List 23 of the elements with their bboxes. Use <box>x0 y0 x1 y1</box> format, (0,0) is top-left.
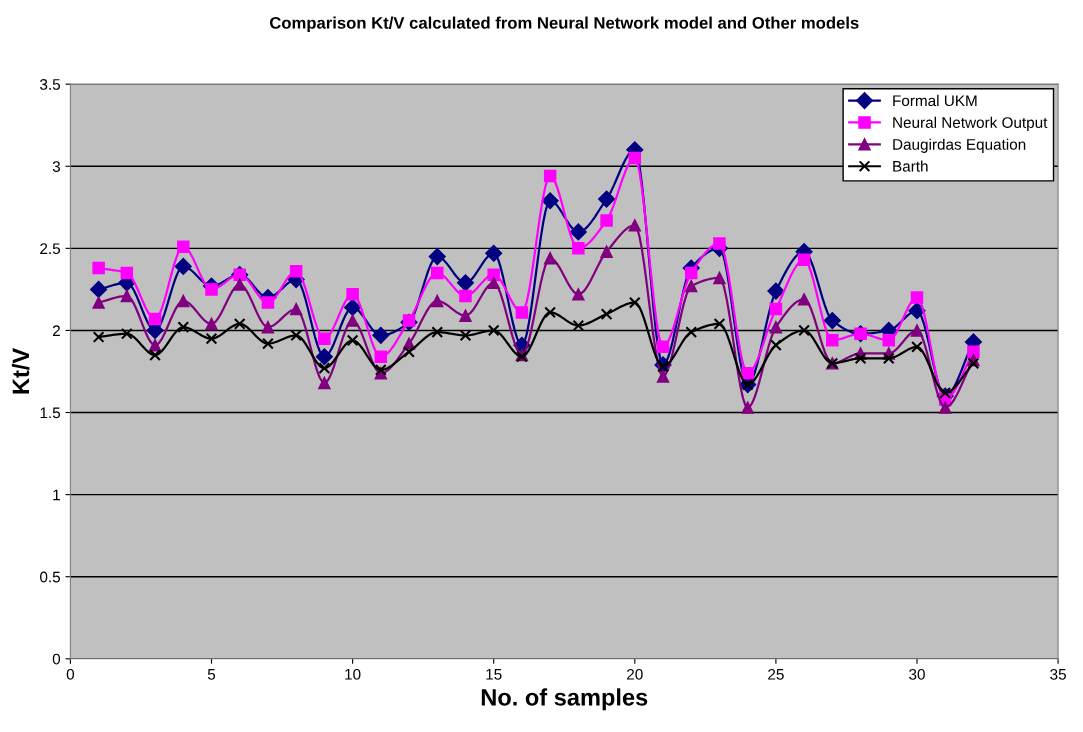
legend-label: Daugirdas Equation <box>893 138 1026 153</box>
y-tick-label: 0 <box>52 653 61 665</box>
legend-label: Neural Network Output <box>893 116 1048 131</box>
x-tick-label: 15 <box>486 669 502 680</box>
legend-label: Barth <box>893 160 928 172</box>
y-tick-label: 3.5 <box>40 79 61 90</box>
x-tick-label: 35 <box>1050 668 1066 680</box>
x-tick-label: 20 <box>627 668 643 680</box>
y-axis-title: Kt/V <box>11 348 30 394</box>
x-tick-label: 25 <box>768 668 784 680</box>
x-tick-label: 5 <box>207 669 216 680</box>
y-tick-label: 3 <box>52 161 60 172</box>
x-tick-label: 0 <box>66 668 75 680</box>
y-tick-label: 1.5 <box>40 407 61 419</box>
x-tick-label: 30 <box>909 668 925 680</box>
y-tick-label: 2 <box>52 325 60 336</box>
y-tick-label: 0.5 <box>40 571 61 583</box>
x-tick-label: 10 <box>345 668 361 680</box>
chart-title: Comparison Kt/V calculated from Neural Network model and Other models <box>269 16 859 33</box>
y-tick-label: 2.5 <box>40 243 61 255</box>
y-tick-label: 1 <box>53 489 60 501</box>
x-axis-title: No. of samples <box>481 688 648 711</box>
legend-label: Formal UKM <box>893 94 977 107</box>
